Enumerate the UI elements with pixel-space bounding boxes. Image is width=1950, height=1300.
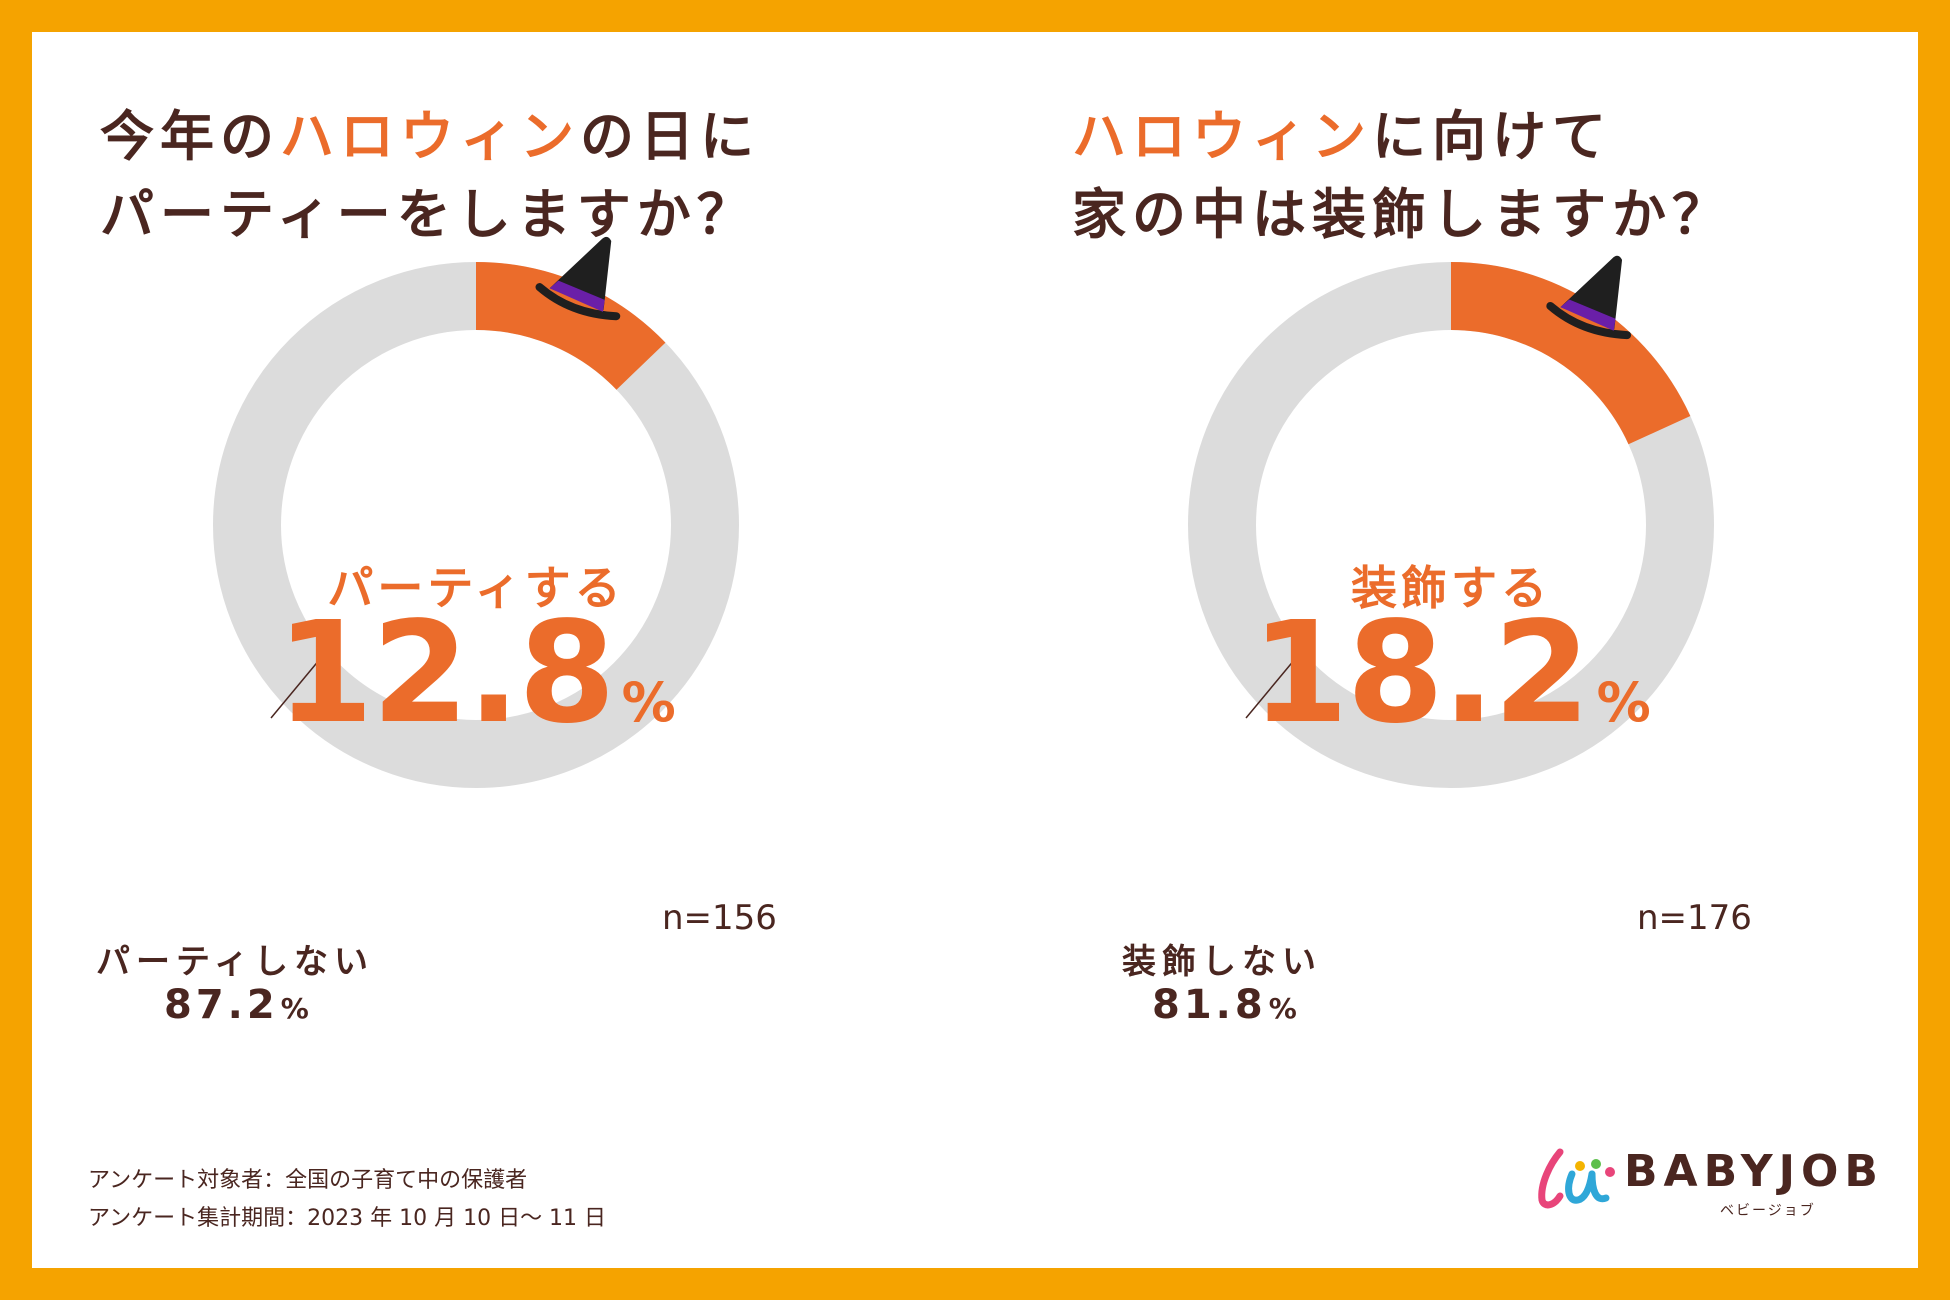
other-label-decoration: 装飾しない — [1122, 942, 1322, 982]
title-line2: パーティーをしますか？ — [100, 183, 757, 246]
value-number: 81.8 — [1152, 982, 1267, 1028]
value-number: 12.8 — [276, 592, 615, 755]
survey-period-note: アンケート集計期間：2023 年 10 月 10 日～ 11 日 — [88, 1206, 607, 1231]
witch-hat-icon — [1546, 255, 1632, 340]
value-number: 87.2 — [164, 982, 279, 1028]
brand-name: BABYJOB — [1624, 1146, 1884, 1197]
leader-line — [1245, 652, 1301, 719]
other-value-decoration: 81.8% — [1152, 982, 1301, 1028]
leader-line — [270, 652, 326, 719]
donut-slice-yes — [1450, 262, 1691, 445]
infographic-card: 今年のハロウィンの日に パーティーをしますか？ ハロウィンに向けて 家の中は装飾… — [32, 32, 1918, 1268]
title-line2: 家の中は装飾しますか？ — [1072, 183, 1732, 246]
witch-hat-part — [1546, 301, 1632, 340]
survey-target-note: アンケート対象者：全国の子育て中の保護者 — [88, 1168, 528, 1193]
title-line1: 今年のハロウィンの日に — [100, 105, 760, 168]
center-value-decoration: 18.2% — [1221, 592, 1681, 755]
chart-title-party: 今年のハロウィンの日に パーティーをしますか？ — [100, 98, 760, 254]
donut-slice-yes — [475, 262, 666, 391]
donut-chart-decoration — [1188, 255, 1714, 788]
other-label-party: パーティしない — [96, 942, 374, 982]
chart-title-decoration: ハロウィンに向けて 家の中は装飾しますか？ — [1072, 98, 1732, 254]
witch-hat-part — [549, 280, 605, 312]
brand-subtitle: ベビージョブ — [1720, 1203, 1816, 1219]
value-unit: % — [621, 671, 676, 734]
sample-size-party: n=156 — [662, 898, 777, 938]
value-unit: % — [1596, 671, 1651, 734]
center-label-decoration: 装飾する — [1351, 561, 1551, 615]
center-label-party: パーティする — [327, 561, 625, 615]
value-unit: % — [280, 992, 313, 1025]
brand-logo: BABYJOB ベビージョブ — [1532, 1144, 1878, 1224]
value-unit: % — [1268, 992, 1301, 1025]
value-number: 18.2 — [1251, 592, 1590, 755]
title-line1: ハロウィンに向けて — [1072, 105, 1612, 168]
babyjob-mark-icon — [1538, 1148, 1615, 1209]
sample-size-decoration: n=176 — [1637, 898, 1752, 938]
donut-chart-party — [213, 236, 739, 788]
other-value-party: 87.2% — [164, 982, 313, 1028]
witch-hat-part — [1560, 299, 1616, 331]
center-value-party: 12.8% — [246, 592, 706, 755]
witch-hat-icon — [535, 236, 621, 321]
witch-hat-part — [535, 283, 621, 321]
